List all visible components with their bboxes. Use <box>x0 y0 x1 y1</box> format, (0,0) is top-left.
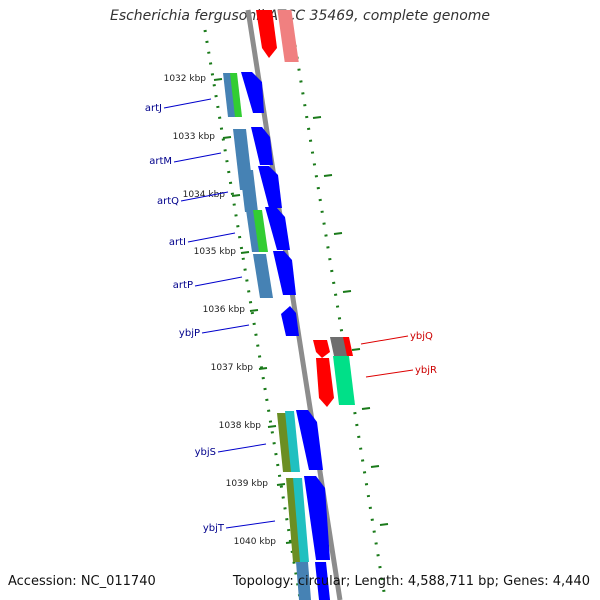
top-reverse-genes <box>256 10 299 62</box>
gene-artQ <box>240 166 282 212</box>
kbp-label: 1036 kbp <box>203 305 246 315</box>
gene-label-artQ: artQ <box>157 196 179 207</box>
kbp-label: 1034 kbp <box>183 190 226 200</box>
reverse-gene-cluster <box>313 337 355 407</box>
gene-label-ybjQ: ybjQ <box>410 331 433 342</box>
map-title: Escherichia fergusonii ATCC 35469, compl… <box>109 8 491 24</box>
tick-marks <box>213 78 389 544</box>
forward-gene-cluster <box>223 72 330 600</box>
kbp-label: 1037 kbp <box>211 363 254 373</box>
gene-ybjP <box>281 306 299 336</box>
gene-ybjR <box>316 356 355 407</box>
gene-partial-bottom <box>296 562 330 600</box>
gene-ybjS <box>277 410 323 472</box>
gene-artJ <box>223 72 264 117</box>
kbp-label: 1038 kbp <box>219 421 262 431</box>
gene-label-artI: artI <box>169 237 186 248</box>
gene-arrow-reverse <box>256 10 277 58</box>
gene-label-ybjP: ybjP <box>179 328 200 339</box>
kbp-label: 1033 kbp <box>173 132 216 142</box>
gene-labels-right: ybjQ ybjR <box>360 331 437 378</box>
gene-labels-left: artJ artM artQ artI artP ybjP ybjS ybjT <box>145 98 276 534</box>
kbp-label: 1032 kbp <box>164 74 207 84</box>
gene-artI <box>246 207 290 252</box>
gene-ybjT <box>286 476 330 562</box>
kbp-label: 1035 kbp <box>194 247 237 257</box>
gene-ybjQ <box>313 337 353 358</box>
gene-label-artM: artM <box>149 156 172 167</box>
gene-label-artJ: artJ <box>145 103 162 114</box>
gene-label-artP: artP <box>173 280 193 291</box>
outer-dotted-track <box>293 44 387 599</box>
accession-text: Accession: NC_011740 <box>8 574 156 589</box>
kbp-label: 1039 kbp <box>226 479 269 489</box>
gene-artP <box>253 251 296 298</box>
gene-label-ybjR: ybjR <box>415 365 437 376</box>
gene-label-ybjT: ybjT <box>203 523 225 534</box>
topology-text: Topology: circular; Length: 4,588,711 bp… <box>232 574 590 589</box>
kbp-label: 1040 kbp <box>234 537 277 547</box>
gene-block-pink <box>277 10 299 62</box>
inner-dotted-track <box>203 29 302 599</box>
kbp-labels: 1032 kbp 1033 kbp 1034 kbp 1035 kbp 1036… <box>164 74 277 547</box>
gene-label-ybjS: ybjS <box>195 447 216 458</box>
